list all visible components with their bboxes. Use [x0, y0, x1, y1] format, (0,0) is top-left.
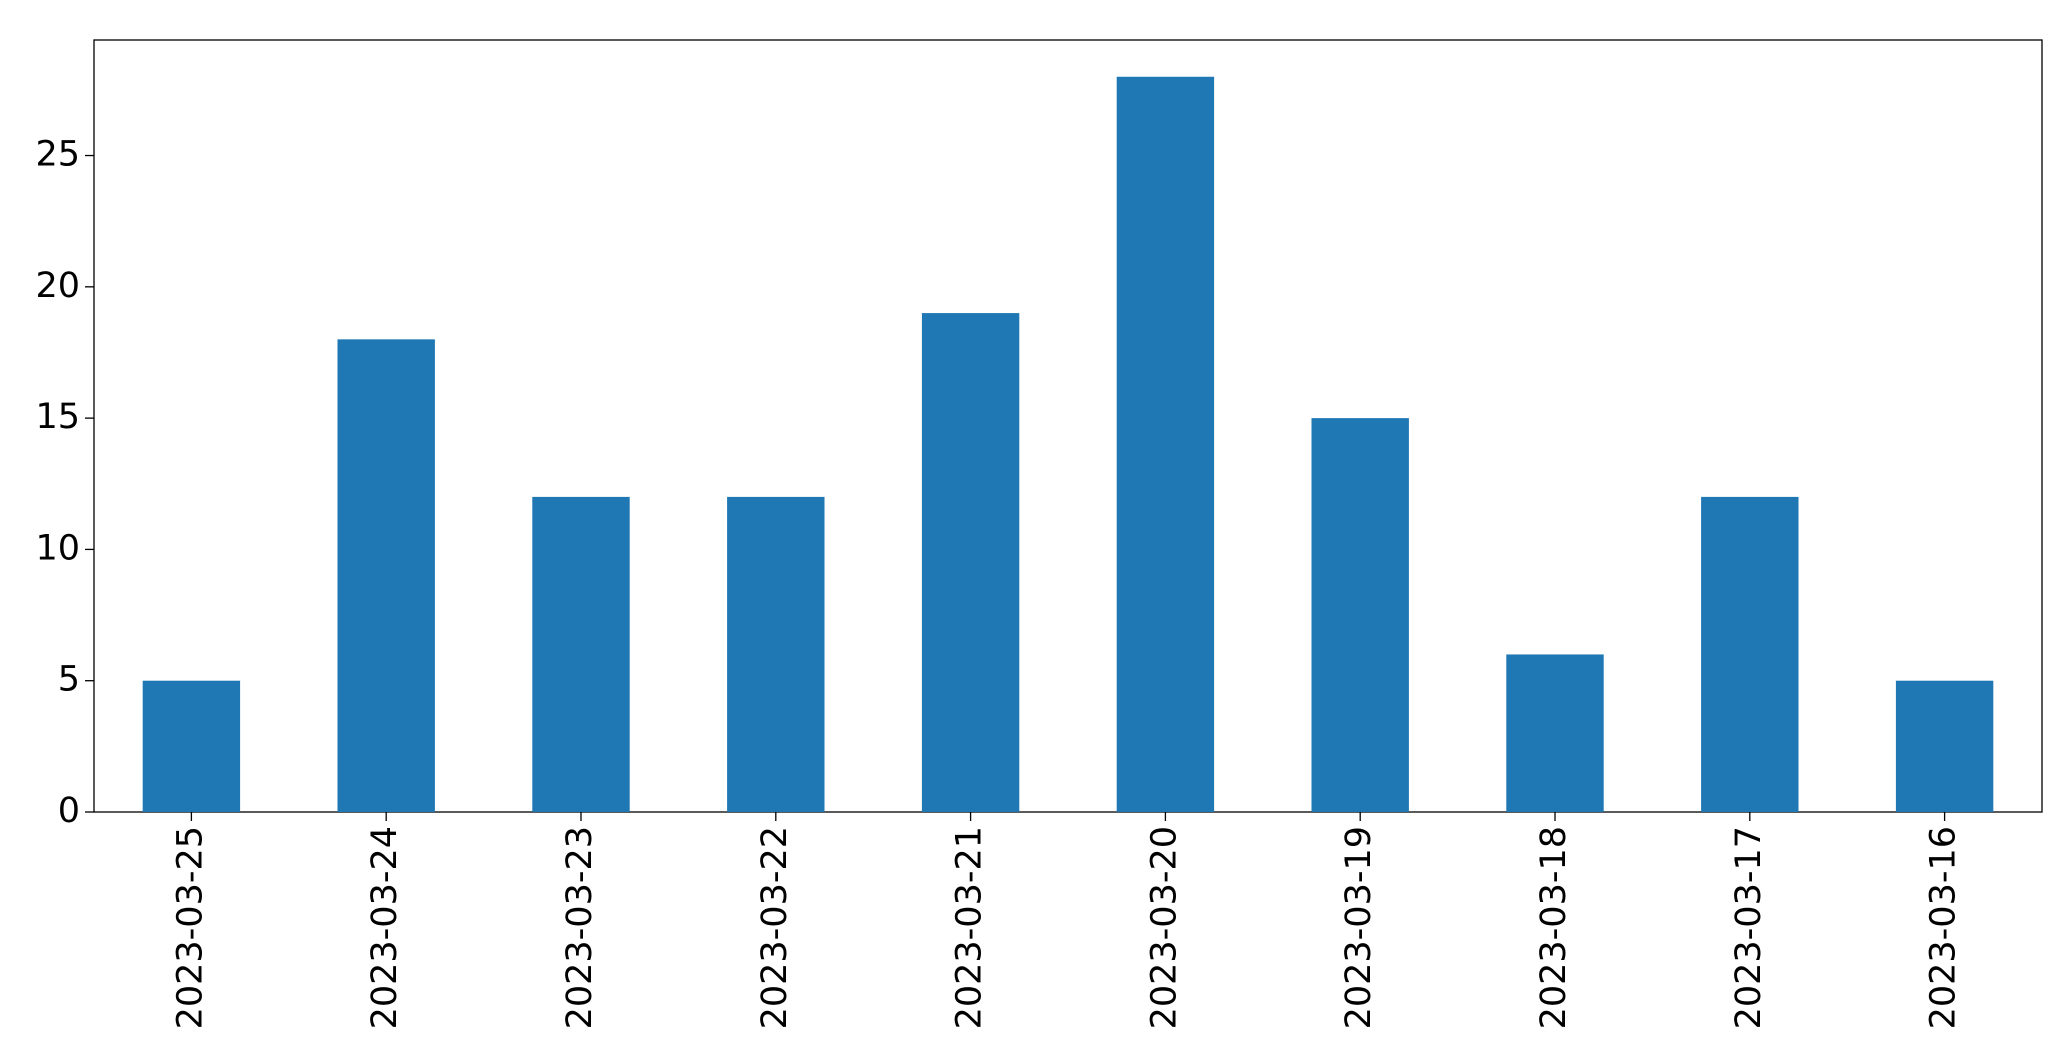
y-tick-label: 0: [58, 791, 80, 831]
x-tick-label: 2023-03-19: [1339, 826, 1379, 1029]
bar: [727, 496, 825, 812]
y-tick-label: 5: [58, 660, 80, 700]
y-tick-label: 20: [35, 266, 80, 306]
y-tick-label: 15: [35, 397, 80, 437]
x-tick-label: 2023-03-25: [170, 826, 210, 1029]
bar: [1311, 418, 1409, 812]
x-tick-label: 2023-03-16: [1924, 826, 1964, 1029]
x-tick-label: 2023-03-21: [950, 826, 990, 1029]
bar: [921, 313, 1020, 812]
bar: [532, 496, 630, 812]
x-tick-label: 2023-03-22: [755, 826, 795, 1029]
x-tick-label: 2023-03-24: [365, 826, 405, 1029]
plot-frame: [93, 39, 2043, 813]
x-tick-label: 2023-03-17: [1729, 826, 1769, 1029]
bar: [1116, 76, 1215, 812]
bar: [142, 680, 241, 812]
x-tick-label: 2023-03-23: [560, 826, 600, 1029]
bar: [1506, 654, 1604, 812]
y-tick-label: 25: [35, 135, 80, 175]
bar: [1701, 496, 1799, 812]
x-tick-label: 2023-03-18: [1534, 826, 1574, 1029]
x-tick-label: 2023-03-20: [1144, 826, 1184, 1029]
bar: [1895, 680, 1994, 812]
y-tick-label: 10: [35, 528, 80, 568]
bar: [337, 339, 435, 812]
